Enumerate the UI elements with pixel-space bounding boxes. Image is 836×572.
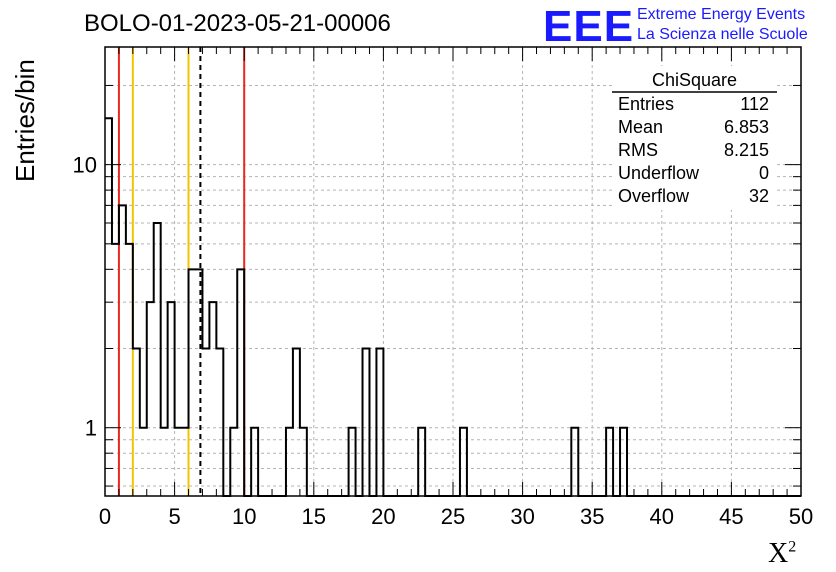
histogram-bar	[216, 349, 223, 496]
x-tick-label: 25	[441, 504, 465, 529]
histogram-bar	[293, 349, 300, 496]
histogram-bar	[209, 302, 216, 496]
axis-ticks: 0 5 10 15 20 25 30 35 40 45 50 1 10	[73, 47, 813, 529]
stats-row-label: RMS	[618, 140, 658, 160]
histogram-bar	[119, 205, 126, 496]
y-tick-label: 10	[73, 153, 97, 178]
stats-row-label: Overflow	[618, 186, 690, 206]
histogram-bar	[202, 349, 209, 496]
stats-row-value: 6.853	[724, 117, 769, 137]
histogram-bar	[376, 349, 383, 496]
stats-row-value: 0	[759, 163, 769, 183]
eee-logo: EEE	[543, 2, 635, 51]
stats-row-value: 32	[749, 186, 769, 206]
y-axis-label: Entries/bin	[10, 59, 40, 182]
histogram-bar	[363, 349, 370, 496]
stats-box: ChiSquare Entries 112 Mean 6.853 RMS 8.215 Unde…	[612, 66, 777, 210]
x-tick-label: 10	[232, 504, 256, 529]
histogram-bar	[154, 223, 161, 496]
stats-row-label: Mean	[618, 117, 663, 137]
x-tick-label: 35	[580, 504, 604, 529]
x-axis-label-base: X	[768, 538, 789, 569]
chart-title: BOLO-01-2023-05-21-00006	[84, 10, 391, 37]
histogram-bar	[237, 269, 244, 496]
histogram-bar	[147, 302, 154, 496]
histogram-bar	[112, 244, 119, 496]
histogram-bar	[133, 349, 140, 496]
logo-line-2: La Scienza nelle Scuole	[637, 26, 808, 43]
x-tick-label: 40	[650, 504, 674, 529]
stats-row-label: Entries	[618, 94, 674, 114]
x-tick-label: 50	[789, 504, 813, 529]
logo-line-1: Extreme Energy Events	[637, 6, 806, 23]
x-tick-label: 20	[371, 504, 395, 529]
histogram-bar	[126, 244, 133, 496]
x-tick-label: 45	[719, 504, 743, 529]
histogram-bar	[189, 269, 196, 496]
stats-row-value: 8.215	[724, 140, 769, 160]
stats-box-title: ChiSquare	[652, 70, 737, 90]
stats-row-label: Underflow	[618, 163, 700, 183]
y-tick-label: 1	[85, 416, 97, 441]
histogram-bar	[195, 269, 202, 496]
histogram-bar	[168, 302, 175, 496]
x-tick-label: 0	[99, 504, 111, 529]
x-tick-label: 15	[302, 504, 326, 529]
x-axis-label-sup: 2	[788, 538, 797, 556]
stats-row-value: 112	[740, 94, 769, 114]
x-axis-label: X2	[768, 538, 796, 570]
x-tick-label: 5	[168, 504, 180, 529]
stats-box-background	[612, 66, 777, 210]
x-tick-label: 30	[510, 504, 534, 529]
